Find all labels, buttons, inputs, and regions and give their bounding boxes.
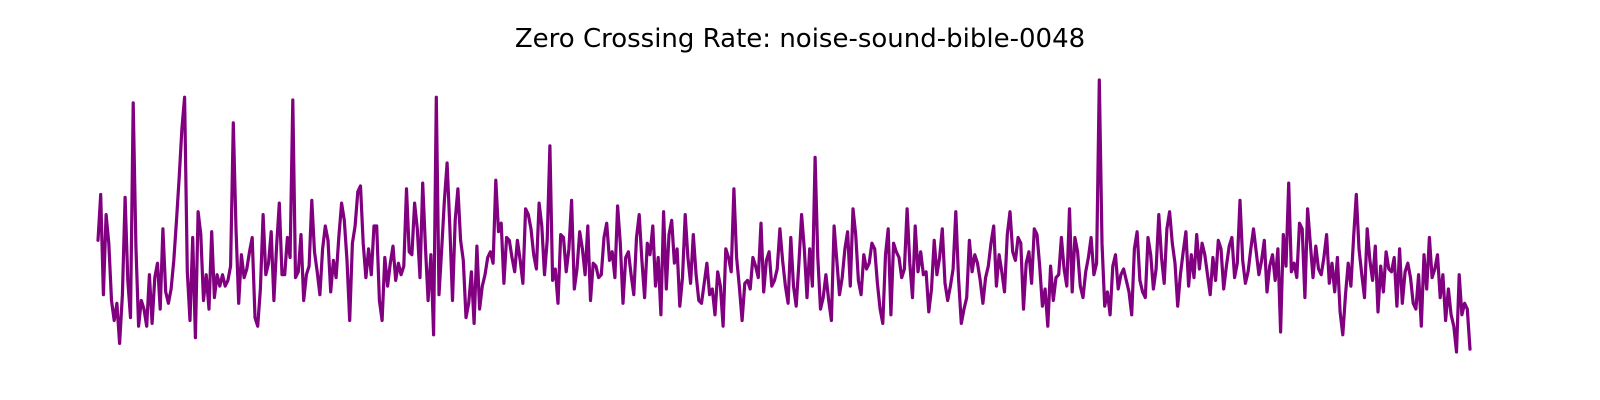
zcr-series-line (96, 78, 1472, 354)
chart-title: Zero Crossing Rate: noise-sound-bible-00… (514, 24, 1086, 54)
